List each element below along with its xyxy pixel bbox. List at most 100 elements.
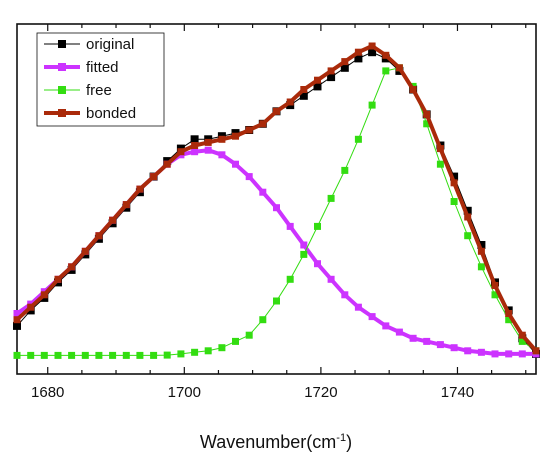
- data-point-bonded-25: [354, 48, 362, 56]
- data-point-fitted-16: [232, 160, 239, 168]
- data-point-fitted-23: [327, 275, 335, 283]
- data-point-bonded-23: [327, 67, 335, 75]
- data-point-original-33: [463, 206, 472, 215]
- legend-label: bonded: [86, 105, 136, 122]
- data-point-bonded-5: [81, 247, 89, 255]
- data-point-bonded-30: [423, 110, 431, 118]
- data-point-free-11: [163, 351, 171, 359]
- data-point-bonded-16: [232, 132, 239, 140]
- data-point-bonded-3: [54, 275, 62, 283]
- series-fitted: [13, 146, 540, 358]
- data-point-free-3: [54, 351, 62, 359]
- data-point-bonded-20: [286, 98, 294, 106]
- data-point-fitted-18: [259, 188, 267, 196]
- data-point-free-2: [40, 351, 48, 359]
- x-axis-title: Wavenumber(cm-1): [200, 432, 352, 452]
- legend-label: fitted: [86, 59, 119, 76]
- data-point-fitted-28: [395, 328, 403, 336]
- x-tick-label: 1720: [304, 384, 337, 401]
- data-point-bonded-8: [122, 201, 130, 209]
- data-point-bonded-10: [150, 173, 158, 181]
- data-point-fitted-34: [477, 348, 485, 356]
- data-point-free-13: [191, 348, 199, 356]
- data-point-free-15: [218, 344, 226, 352]
- data-point-bonded-7: [109, 216, 117, 224]
- data-point-bonded-4: [68, 263, 76, 271]
- data-point-free-27: [382, 67, 390, 75]
- series-free: [13, 64, 540, 359]
- data-point-bonded-36: [505, 310, 513, 317]
- data-point-free-7: [109, 351, 117, 359]
- data-point-bonded-12: [177, 148, 185, 156]
- data-point-fitted-32: [450, 344, 458, 352]
- series-bonded: [13, 42, 540, 355]
- data-point-free-23: [327, 194, 335, 202]
- data-point-free-8: [122, 351, 130, 359]
- data-point-bonded-13: [191, 142, 199, 149]
- data-point-bonded-33: [464, 213, 472, 221]
- data-point-bonded-32: [450, 179, 458, 187]
- legend-entry-free: free: [44, 82, 112, 99]
- legend-label: free: [86, 82, 112, 99]
- data-point-original-0: [13, 321, 21, 330]
- series-layer: [13, 42, 540, 359]
- data-point-bonded-38: [532, 347, 540, 355]
- data-point-bonded-11: [163, 160, 171, 168]
- data-point-original-24: [340, 63, 349, 72]
- data-point-original-13: [190, 135, 199, 144]
- data-point-original-22: [313, 82, 322, 91]
- data-point-free-9: [136, 351, 144, 359]
- data-point-bonded-27: [382, 51, 390, 59]
- legend-marker: [58, 63, 66, 71]
- data-point-fitted-30: [423, 337, 431, 345]
- legend-entry-original: original: [44, 36, 134, 53]
- data-point-fitted-35: [491, 350, 499, 358]
- data-point-free-35: [491, 291, 499, 299]
- data-point-fitted-37: [518, 350, 526, 358]
- data-point-original-23: [327, 73, 336, 82]
- data-point-free-19: [273, 297, 280, 305]
- data-point-bonded-29: [409, 86, 417, 93]
- data-point-bonded-1: [27, 303, 35, 311]
- data-point-original-32: [450, 172, 459, 181]
- x-axis-title-superscript: -1: [336, 432, 346, 444]
- x-tick-label: 1740: [441, 384, 474, 401]
- data-point-free-24: [341, 166, 349, 174]
- x-tick-label: 1680: [31, 384, 64, 401]
- data-point-free-34: [477, 263, 485, 271]
- data-point-fitted-0: [13, 310, 21, 317]
- data-point-free-1: [27, 351, 35, 359]
- data-point-bonded-22: [314, 76, 321, 84]
- data-point-fitted-36: [505, 350, 513, 358]
- data-point-fitted-24: [341, 291, 349, 299]
- data-point-free-26: [368, 101, 376, 109]
- data-point-free-36: [505, 316, 513, 324]
- data-point-fitted-27: [382, 322, 390, 330]
- data-point-free-33: [464, 232, 472, 240]
- data-point-free-37: [518, 337, 526, 345]
- data-point-fitted-29: [409, 334, 417, 342]
- data-point-free-22: [314, 222, 321, 230]
- data-point-bonded-35: [491, 282, 499, 289]
- data-point-fitted-26: [368, 313, 376, 321]
- data-point-free-18: [259, 316, 267, 324]
- data-point-bonded-18: [259, 120, 267, 128]
- data-point-original-21: [299, 91, 308, 100]
- plot-frame: [16, 23, 537, 375]
- data-point-bonded-37: [518, 331, 526, 339]
- data-point-bonded-14: [204, 138, 212, 146]
- data-point-free-0: [13, 351, 21, 359]
- legend-marker: [58, 86, 66, 94]
- data-point-fitted-17: [245, 173, 253, 181]
- data-point-bonded-26: [368, 42, 376, 50]
- data-point-fitted-19: [273, 204, 280, 212]
- data-point-bonded-2: [40, 291, 48, 299]
- data-point-bonded-6: [95, 232, 103, 240]
- data-point-fitted-14: [204, 146, 212, 154]
- data-point-bonded-28: [395, 64, 403, 72]
- data-point-fitted-13: [191, 148, 199, 156]
- data-point-free-17: [245, 331, 253, 339]
- data-point-bonded-15: [218, 135, 226, 143]
- data-point-free-4: [68, 351, 76, 359]
